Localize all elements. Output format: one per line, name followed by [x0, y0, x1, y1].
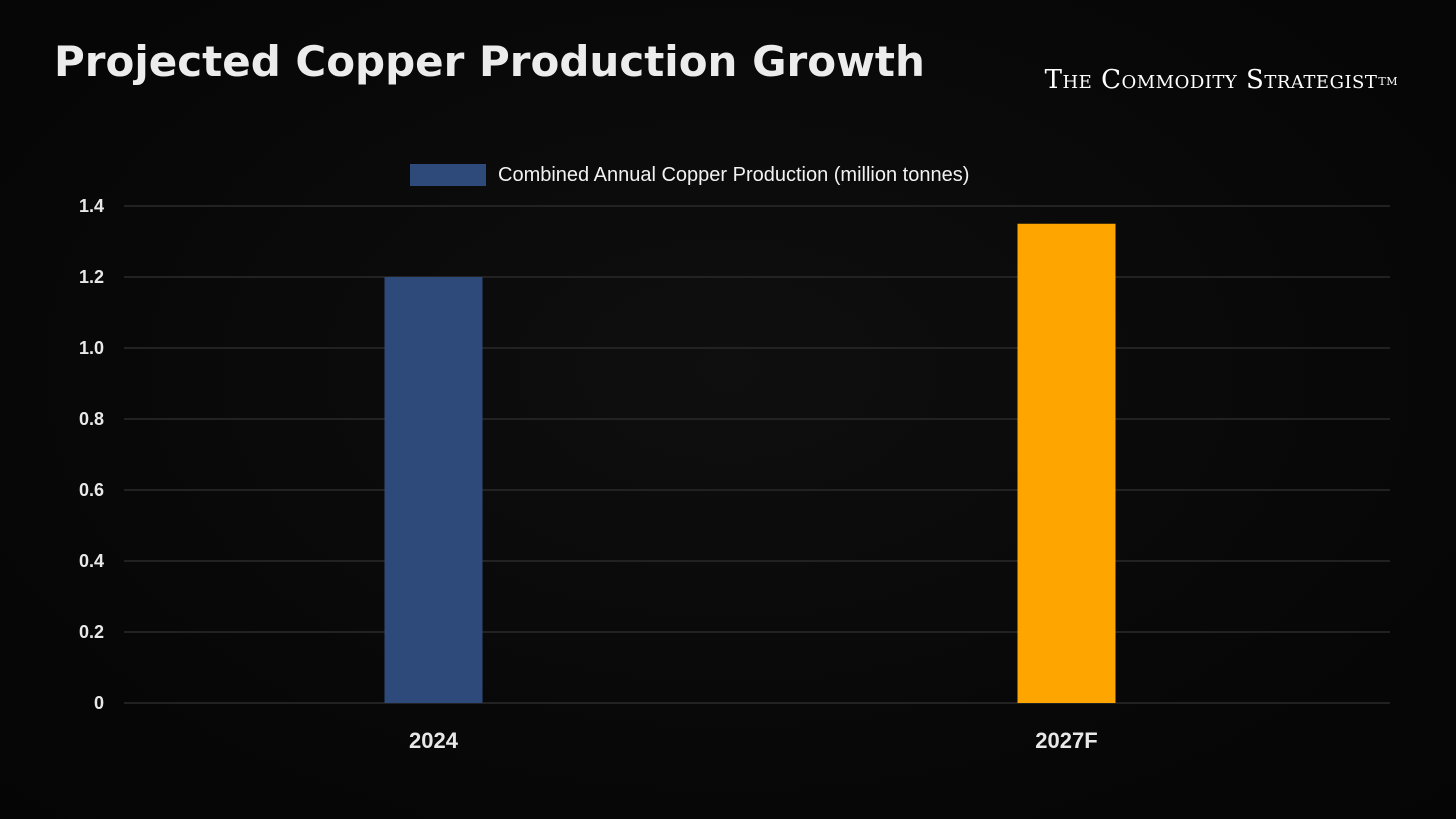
y-tick-label: 1.0 — [79, 338, 104, 358]
y-tick-label: 1.2 — [79, 267, 104, 287]
brand-logo: The Commodity StrategistTM — [1045, 62, 1398, 98]
trademark-mark: TM — [1378, 75, 1398, 88]
y-axis-ticks: 0 0.2 0.4 0.6 0.8 1.0 1.2 1.4 — [79, 196, 104, 713]
x-category-label: 2024 — [409, 728, 459, 753]
bars — [384, 223, 1116, 703]
y-tick-label: 0 — [94, 693, 104, 713]
y-tick-label: 0.4 — [79, 551, 104, 571]
page-title: Projected Copper Production Growth — [54, 37, 925, 86]
y-tick-label: 0.8 — [79, 409, 104, 429]
legend-swatch — [410, 164, 486, 186]
legend-label: Combined Annual Copper Production (milli… — [498, 164, 969, 186]
y-tick-label: 0.6 — [79, 480, 104, 500]
grid-lines — [124, 205, 1390, 704]
y-tick-label: 1.4 — [79, 196, 104, 216]
x-category-label: 2027F — [1035, 728, 1097, 753]
x-axis-categories: 2024 2027F — [409, 728, 1098, 753]
legend: Combined Annual Copper Production (milli… — [410, 164, 969, 186]
brand-name: The Commodity Strategist — [1044, 65, 1378, 95]
bar-2027f — [1017, 223, 1116, 703]
y-tick-label: 0.2 — [79, 622, 104, 642]
bar-2024 — [384, 277, 483, 703]
